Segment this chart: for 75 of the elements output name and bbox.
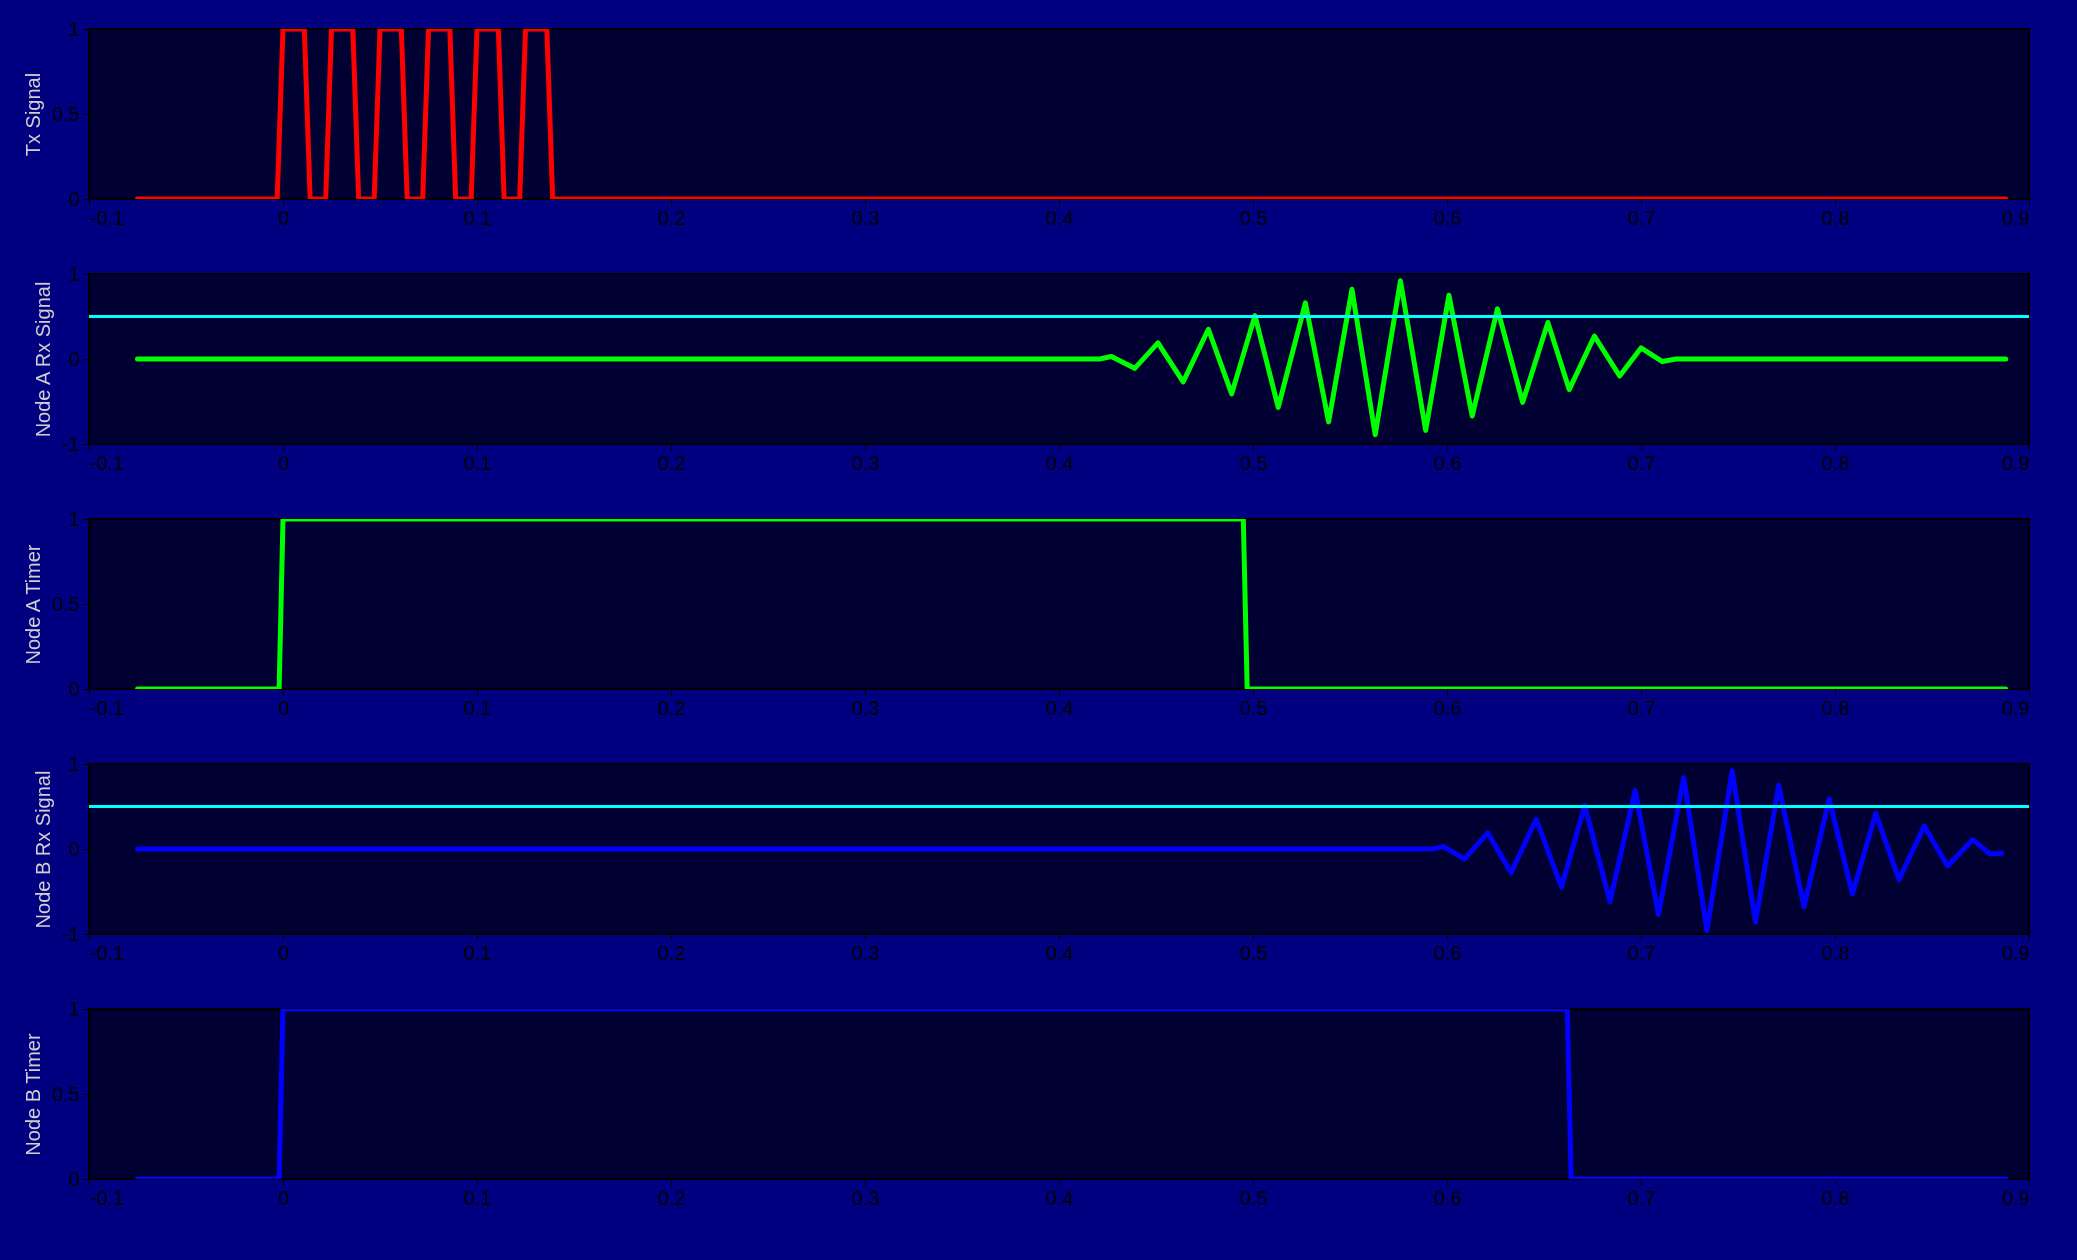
x-tick-label: 0.1 (463, 696, 492, 719)
y-tick-label: 1 (68, 17, 80, 40)
y-axis-title: Node B Timer (21, 1033, 44, 1156)
x-tick-label: 0.9 (2001, 206, 2030, 229)
x-tick-label: 0.9 (2001, 696, 2030, 719)
x-tick-label: 0 (277, 696, 290, 719)
x-tick-label: 0.3 (851, 1186, 880, 1209)
y-axis-title: Node A Rx Signal (31, 281, 54, 438)
x-tick-label: 0.7 (1627, 1186, 1656, 1209)
x-tick-label: 0.6 (1433, 696, 1462, 719)
x-tick-label: 0.9 (2001, 941, 2030, 964)
x-tick-label: -0.1 (89, 1186, 124, 1209)
x-tick-label: 0.6 (1433, 206, 1462, 229)
x-tick-label: 0.4 (1045, 941, 1074, 964)
x-tick-label: -0.1 (89, 451, 124, 474)
x-tick-label: 0.8 (1821, 696, 1850, 719)
x-tick-label: 0.2 (657, 941, 686, 964)
x-tick-label: 0 (277, 941, 290, 964)
x-tick-label: 0.8 (1821, 206, 1850, 229)
x-tick-label: 0.7 (1627, 451, 1656, 474)
x-tick-label: 0.9 (2001, 451, 2030, 474)
y-axis-title: Node B Rx Signal (31, 770, 54, 929)
x-tick-label: 0.5 (1239, 941, 1268, 964)
x-tick-label: 0.7 (1627, 206, 1656, 229)
x-tick-label: 0.2 (657, 696, 686, 719)
x-tick-label: 0.3 (851, 206, 880, 229)
x-tick-label: 0.9 (2001, 1186, 2030, 1209)
y-tick-label: 0 (68, 1167, 80, 1190)
x-tick-label: 0.1 (463, 451, 492, 474)
x-tick-label: 0.3 (851, 451, 880, 474)
y-tick-label: -1 (61, 432, 80, 455)
x-tick-label: 0.2 (657, 451, 686, 474)
x-tick-label: 0.5 (1239, 1186, 1268, 1209)
y-tick-label: -1 (61, 922, 80, 945)
x-tick-label: 0.8 (1821, 941, 1850, 964)
y-axis-title: Node A Timer (21, 544, 44, 665)
x-tick-label: 0.6 (1433, 451, 1462, 474)
y-tick-label: 0 (68, 187, 80, 210)
x-tick-label: 0.3 (851, 941, 880, 964)
y-tick-label: 0 (68, 347, 80, 370)
x-tick-label: 0.4 (1045, 1186, 1074, 1209)
x-tick-label: 0.5 (1239, 451, 1268, 474)
x-tick-label: 0.3 (851, 696, 880, 719)
y-tick-label: 0 (68, 677, 80, 700)
x-tick-label: -0.1 (89, 941, 124, 964)
x-tick-label: 0.6 (1433, 941, 1462, 964)
x-tick-label: 0.1 (463, 206, 492, 229)
y-tick-label: 1 (68, 507, 80, 530)
x-tick-label: 0.2 (657, 1186, 686, 1209)
x-tick-label: 0 (277, 206, 290, 229)
x-tick-label: 0 (277, 1186, 290, 1209)
x-tick-label: 0.2 (657, 206, 686, 229)
x-tick-label: 0.4 (1045, 206, 1074, 229)
y-tick-label: 0.5 (51, 102, 80, 125)
x-tick-label: -0.1 (89, 206, 124, 229)
x-tick-label: 0.5 (1239, 206, 1268, 229)
x-tick-label: 0.1 (463, 1186, 492, 1209)
y-tick-label: 1 (68, 262, 80, 285)
x-tick-label: 0 (277, 451, 290, 474)
y-tick-label: 0 (68, 837, 80, 860)
x-tick-label: -0.1 (89, 696, 124, 719)
y-tick-label: 1 (68, 752, 80, 775)
x-tick-label: 0.5 (1239, 696, 1268, 719)
x-tick-label: 0.4 (1045, 451, 1074, 474)
x-tick-label: 0.7 (1627, 696, 1656, 719)
x-tick-label: 0.8 (1821, 1186, 1850, 1209)
y-axis-title: Tx Signal (21, 72, 44, 157)
x-tick-label: 0.4 (1045, 696, 1074, 719)
x-tick-label: 0.6 (1433, 1186, 1462, 1209)
y-tick-label: 0.5 (51, 1082, 80, 1105)
x-tick-label: 0.1 (463, 941, 492, 964)
x-tick-label: 0.7 (1627, 941, 1656, 964)
x-tick-label: 0.8 (1821, 451, 1850, 474)
y-tick-label: 1 (68, 997, 80, 1020)
y-tick-label: 0.5 (51, 592, 80, 615)
